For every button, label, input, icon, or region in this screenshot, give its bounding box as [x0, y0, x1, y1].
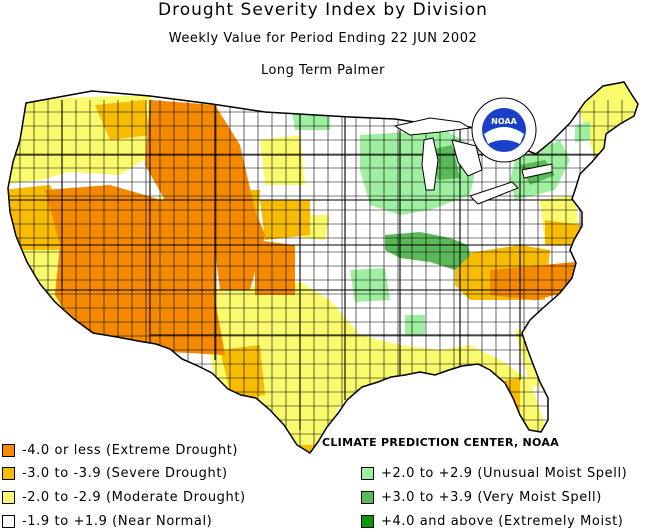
us-climate-division-map: NOAA — [7, 81, 639, 454]
lake-huron — [451, 139, 483, 177]
lake-superior — [393, 117, 472, 136]
legend-label: -4.0 or less (Extreme Drought) — [22, 442, 239, 458]
legend-label: -2.0 to -2.9 (Moderate Drought) — [22, 489, 246, 505]
lake-michigan — [421, 137, 439, 191]
division-boundaries — [8, 100, 638, 453]
map-subtitle: Weekly Value for Period Ending 22 JUN 20… — [168, 31, 478, 46]
map-title: Drought Severity Index by Division — [158, 0, 488, 20]
noaa-logo: NOAA — [471, 97, 537, 163]
legend-label: +3.0 to +3.9 (Very Moist Spell) — [381, 489, 602, 505]
index-name: Long Term Palmer — [260, 63, 386, 78]
legend-item-unusual-moist: +2.0 to +2.9 (Unusual Moist Spell) — [361, 464, 627, 482]
legend-swatch — [2, 490, 15, 504]
legend-item-near-normal: -1.9 to +1.9 (Near Normal) — [2, 512, 212, 530]
legend-swatch — [361, 514, 374, 528]
great-lakes — [393, 117, 553, 205]
credit-text: CLIMATE PREDICTION CENTER, NOAA — [322, 436, 560, 449]
lake-erie — [469, 181, 519, 205]
legend-label: -1.9 to +1.9 (Near Normal) — [22, 513, 213, 529]
legend-item-moderate-drought: -2.0 to -2.9 (Moderate Drought) — [2, 488, 246, 506]
state-boundaries — [8, 100, 638, 430]
lake-ontario — [521, 163, 553, 179]
legend-label: +2.0 to +2.9 (Unusual Moist Spell) — [381, 465, 628, 481]
legend-item-severe-drought: -3.0 to -3.9 (Severe Drought) — [2, 464, 228, 482]
division-fills — [8, 82, 638, 453]
legend-swatch — [361, 490, 374, 504]
legend-label: +4.0 and above (Extremely Moist) — [381, 513, 624, 529]
noaa-logo-text: NOAA — [491, 117, 517, 126]
legend-swatch — [361, 466, 374, 480]
legend-label: -3.0 to -3.9 (Severe Drought) — [22, 465, 228, 481]
noaa-bird-icon — [484, 127, 524, 144]
legend-swatch — [2, 514, 15, 528]
legend-swatch — [2, 466, 15, 480]
legend-item-extremely-moist: +4.0 and above (Extremely Moist) — [361, 512, 623, 530]
legend-item-very-moist: +3.0 to +3.9 (Very Moist Spell) — [361, 488, 602, 506]
legend-swatch — [2, 443, 15, 457]
legend-item-extreme-drought: -4.0 or less (Extreme Drought) — [2, 441, 238, 459]
